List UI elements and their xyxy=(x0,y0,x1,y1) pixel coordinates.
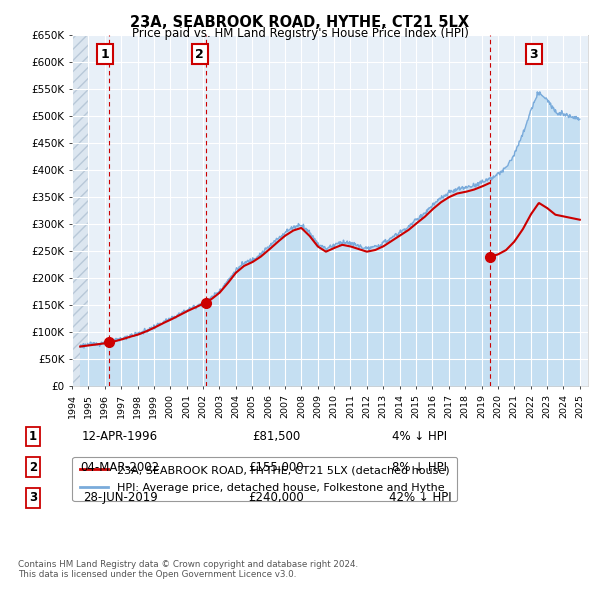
Text: 2: 2 xyxy=(196,48,204,61)
Text: 1: 1 xyxy=(100,48,109,61)
Text: £240,000: £240,000 xyxy=(248,491,304,504)
Text: 3: 3 xyxy=(29,491,37,504)
Text: 4% ↓ HPI: 4% ↓ HPI xyxy=(392,430,448,443)
Bar xyxy=(72,35,88,386)
Text: 3: 3 xyxy=(530,48,538,61)
Text: 12-APR-1996: 12-APR-1996 xyxy=(82,430,158,443)
Text: £81,500: £81,500 xyxy=(252,430,300,443)
Text: Price paid vs. HM Land Registry's House Price Index (HPI): Price paid vs. HM Land Registry's House … xyxy=(131,27,469,40)
Text: Contains HM Land Registry data © Crown copyright and database right 2024.
This d: Contains HM Land Registry data © Crown c… xyxy=(18,560,358,579)
Text: £155,000: £155,000 xyxy=(248,461,304,474)
Text: 28-JUN-2019: 28-JUN-2019 xyxy=(83,491,157,504)
Text: 8% ↓ HPI: 8% ↓ HPI xyxy=(392,461,448,474)
Text: 04-MAR-2002: 04-MAR-2002 xyxy=(80,461,160,474)
Text: 2: 2 xyxy=(29,461,37,474)
Legend: 23A, SEABROOK ROAD, HYTHE, CT21 5LX (detached house), HPI: Average price, detach: 23A, SEABROOK ROAD, HYTHE, CT21 5LX (det… xyxy=(73,457,457,501)
Text: 1: 1 xyxy=(29,430,37,443)
Text: 42% ↓ HPI: 42% ↓ HPI xyxy=(389,491,451,504)
Text: 23A, SEABROOK ROAD, HYTHE, CT21 5LX: 23A, SEABROOK ROAD, HYTHE, CT21 5LX xyxy=(130,15,470,30)
